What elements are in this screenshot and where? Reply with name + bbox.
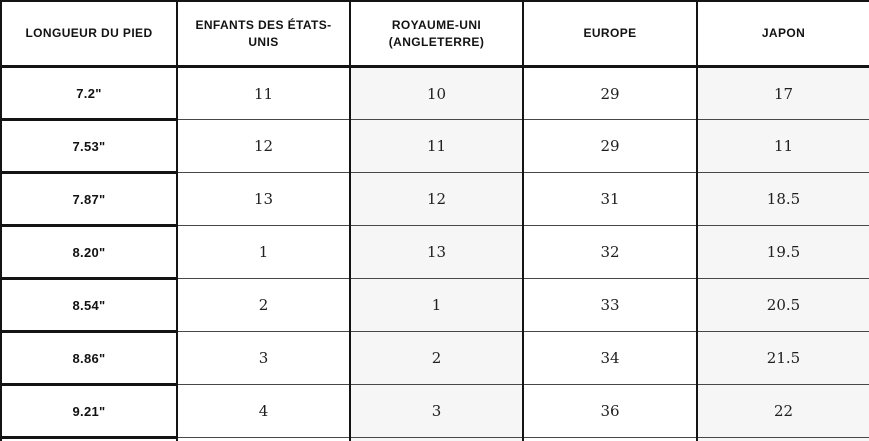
header-cell-europe: EUROPE [522, 0, 698, 68]
cell-japan [696, 437, 869, 441]
cell-japan: 18.5 [696, 172, 869, 226]
cell-uk: 1 [349, 278, 524, 332]
table-row: 9.21" 4 3 36 22 [0, 383, 869, 439]
table-header-row: LONGUEUR DU PIED ENFANTS DES ÉTATS-UNIS … [0, 0, 869, 68]
cell-uk: 10 [349, 66, 524, 120]
cell-japan: 21.5 [696, 331, 869, 385]
cell-foot-length: 8.86" [0, 330, 178, 386]
cell-uk: 11 [349, 119, 524, 173]
table-row: 8.86" 3 2 34 21.5 [0, 330, 869, 386]
cell-uk: 12 [349, 172, 524, 226]
cell-us-kids: 12 [176, 119, 351, 173]
cell-japan: 19.5 [696, 225, 869, 279]
cell-uk: 13 [349, 225, 524, 279]
cell-foot-length: 8.54" [0, 277, 178, 333]
cell-europe: 32 [522, 225, 698, 279]
cell-japan: 17 [696, 66, 869, 120]
cell-japan: 11 [696, 119, 869, 173]
cell-uk: 2 [349, 331, 524, 385]
table-row-partial [0, 436, 869, 441]
header-cell-uk: ROYAUME-UNI (ANGLETERRE) [349, 0, 524, 68]
cell-europe: 34 [522, 331, 698, 385]
cell-foot-length: 7.53" [0, 118, 178, 174]
cell-europe: 36 [522, 384, 698, 438]
table-row: 7.53" 12 11 29 11 [0, 118, 869, 174]
cell-us-kids: 11 [176, 66, 351, 120]
cell-us-kids [176, 437, 351, 441]
cell-us-kids: 4 [176, 384, 351, 438]
cell-foot-length: 7.87" [0, 171, 178, 227]
table-row: 7.2" 11 10 29 17 [0, 65, 869, 121]
cell-foot-length: 7.2" [0, 65, 178, 121]
table-row: 8.54" 2 1 33 20.5 [0, 277, 869, 333]
cell-japan: 20.5 [696, 278, 869, 332]
cell-foot-length: 9.21" [0, 383, 178, 439]
header-cell-japan: JAPON [696, 0, 869, 68]
header-cell-foot-length: LONGUEUR DU PIED [0, 0, 178, 68]
cell-uk: 3 [349, 384, 524, 438]
cell-us-kids: 3 [176, 331, 351, 385]
cell-foot-length [0, 436, 178, 441]
cell-foot-length: 8.20" [0, 224, 178, 280]
cell-europe: 29 [522, 66, 698, 120]
cell-europe [522, 437, 698, 441]
header-cell-us-kids: ENFANTS DES ÉTATS-UNIS [176, 0, 351, 68]
cell-japan: 22 [696, 384, 869, 438]
table-row: 7.87" 13 12 31 18.5 [0, 171, 869, 227]
cell-europe: 33 [522, 278, 698, 332]
cell-us-kids: 13 [176, 172, 351, 226]
cell-europe: 31 [522, 172, 698, 226]
table-row: 8.20" 1 13 32 19.5 [0, 224, 869, 280]
cell-us-kids: 2 [176, 278, 351, 332]
cell-europe: 29 [522, 119, 698, 173]
cell-uk [349, 437, 524, 441]
cell-us-kids: 1 [176, 225, 351, 279]
